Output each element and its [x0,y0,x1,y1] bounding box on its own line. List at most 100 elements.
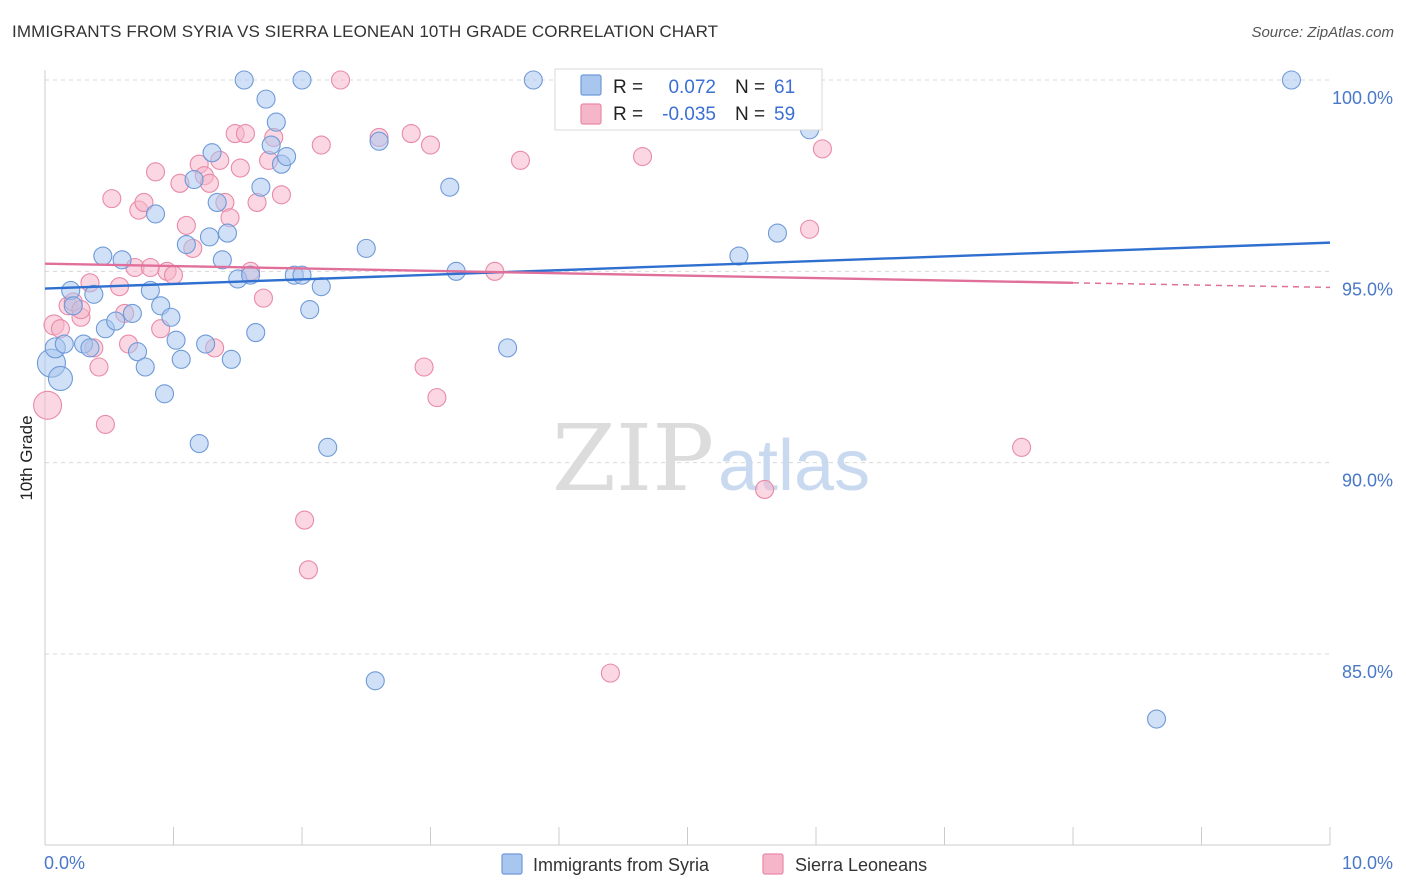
point-sierra-41 [295,510,315,530]
point-sierra-52 [600,663,620,683]
point-syria-29 [212,250,232,270]
point-sierra-49 [427,388,447,408]
point-sierra-17 [140,257,160,278]
stats-n-label-syria: N = [735,77,765,98]
watermark-atlas: atlas [718,426,870,506]
point-sierra-47 [414,357,434,377]
point-syria-15 [135,357,155,377]
legend-label-syria: Immigrants from Syria [533,855,710,875]
point-syria-36 [251,177,271,197]
stats-n-value-sierra: 59 [774,104,795,125]
point-sierra-34 [235,124,256,144]
point-sierra-23 [176,215,196,235]
point-sierra-43 [311,135,331,155]
point-syria-5 [63,296,83,316]
point-syria-51 [498,338,518,358]
point-syria-44 [300,300,320,320]
point-syria-28 [207,192,227,213]
point-sierra-42 [298,560,318,580]
point-syria-31 [221,349,241,369]
point-syria-39 [266,112,286,132]
legend-swatch-syria [501,853,523,875]
stats-r-value-syria: 0.072 [668,77,716,98]
point-syria-19 [154,384,175,404]
axis-layer [44,70,1331,846]
watermark-zip: ZIP [552,405,714,512]
chart-source: Source: ZipAtlas.com [1251,24,1394,41]
point-syria-47 [356,238,376,258]
point-syria-33 [234,70,254,90]
point-syria-49 [440,177,460,197]
point-syria-34 [241,265,261,285]
point-sierra-46 [401,124,421,144]
legend-label-sierra: Sierra Leoneans [795,855,927,875]
stats-swatch-syria [580,74,602,96]
stats-swatch-sierra [580,103,602,125]
stats-n-label-sierra: N = [735,104,765,125]
point-syria-3 [54,334,74,354]
x-tick-label-min: 0.0% [44,853,85,873]
point-sierra-9 [95,414,115,434]
stats-r-label-sierra: R = [613,104,643,125]
y-tick-label-95: 95.0% [1342,279,1393,299]
point-sierra-18 [145,162,166,182]
trend-line-sierra-extension [1072,282,1331,289]
point-syria-21 [166,330,186,350]
point-syria-54 [767,223,788,243]
point-syria-53 [729,246,749,266]
point-syria-58 [1281,70,1301,90]
point-syria-56 [365,671,385,691]
point-syria-37 [256,89,276,109]
point-sierra-44 [330,70,351,90]
point-syria-7 [80,338,100,358]
chart-title: IMMIGRANTS FROM SYRIA VS SIERRA LEONEAN … [12,22,719,41]
point-sierra-16 [134,192,154,213]
point-syria-52 [523,70,543,90]
stats-legend: R = 0.072 N = 61 R = -0.035 N = 59 [554,68,823,131]
point-sierra-0 [33,390,63,420]
point-sierra-55 [800,219,820,239]
point-sierra-56 [812,139,832,159]
point-syria-20 [161,307,181,327]
point-syria-25 [189,433,209,454]
point-syria-2 [47,365,73,392]
point-syria-17 [145,204,166,224]
point-syria-22 [171,349,191,369]
point-syria-48 [369,131,389,151]
point-sierra-54 [755,479,775,500]
point-syria-30 [217,223,238,243]
point-sierra-8 [89,357,109,377]
y-tick-label-90: 90.0% [1342,471,1393,491]
point-sierra-10 [102,189,122,209]
point-sierra-33 [230,158,250,178]
point-sierra-37 [253,288,274,308]
point-syria-41 [277,146,297,167]
y-tick-label-85: 85.0% [1342,662,1393,682]
point-syria-27 [202,143,222,163]
y-tick-labels: 85.0% 90.0% 95.0% 100.0% [1332,88,1393,682]
stats-n-value-syria: 61 [774,77,795,98]
y-tick-label-100: 100.0% [1332,88,1393,108]
points-layer [33,70,1301,729]
point-syria-38 [261,135,281,155]
trend-line-sierra [44,262,1074,285]
stats-r-label-syria: R = [613,77,643,98]
point-syria-9 [93,246,113,266]
point-sierra-57 [1012,437,1032,457]
point-syria-23 [176,234,196,255]
legend-swatch-sierra [762,853,784,875]
point-syria-43 [292,70,312,90]
point-syria-26 [196,334,216,354]
point-syria-11 [106,311,126,331]
point-syria-57 [1146,709,1167,729]
point-sierra-53 [632,146,653,167]
point-sierra-21 [163,265,184,285]
point-syria-60 [199,227,220,247]
point-sierra-51 [510,150,531,170]
trend-layer [44,241,1331,290]
stats-r-value-sierra: -0.035 [662,104,716,125]
point-sierra-48 [420,135,441,155]
point-syria-14 [127,342,148,362]
x-tick-label-max: 10.0% [1342,853,1393,873]
